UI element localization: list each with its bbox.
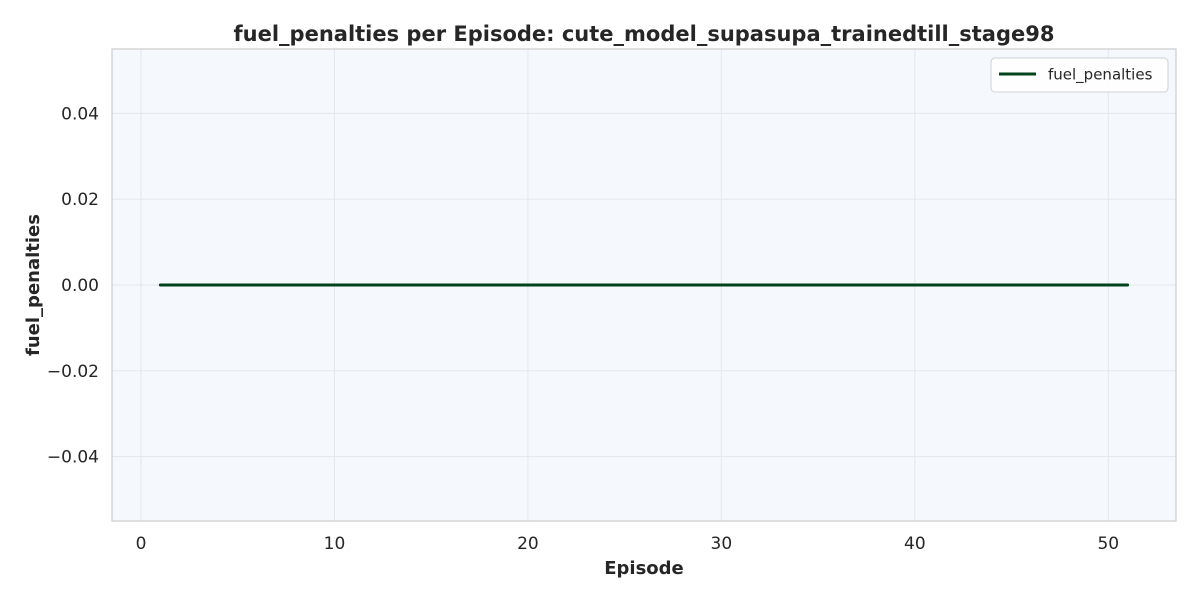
tick-layer: 0 10 20 30 40 50 −0.04 −0.02 0.00 0.02 0.04: [47, 104, 1119, 554]
y-tick-label: −0.02: [47, 362, 99, 382]
x-tick-label: 30: [711, 534, 733, 554]
chart-title: fuel_penalties per Episode: cute_model_s…: [234, 22, 1055, 46]
x-axis-label: Episode: [604, 558, 684, 579]
y-tick-label: 0.00: [61, 276, 99, 296]
x-tick-label: 20: [517, 534, 539, 554]
y-tick-label: 0.02: [61, 190, 99, 210]
legend: fuel_penalties: [990, 57, 1169, 93]
y-tick-label: 0.04: [61, 104, 99, 124]
x-tick-label: 50: [1097, 534, 1119, 554]
y-axis-label: fuel_penalties: [23, 214, 44, 356]
legend-box: [990, 57, 1169, 93]
x-tick-label: 10: [324, 534, 346, 554]
y-tick-label: −0.04: [47, 448, 99, 468]
legend-label: fuel_penalties: [1048, 66, 1153, 85]
x-tick-label: 40: [904, 534, 926, 554]
plot-frame: [111, 48, 1177, 522]
x-tick-label: 0: [136, 534, 147, 554]
